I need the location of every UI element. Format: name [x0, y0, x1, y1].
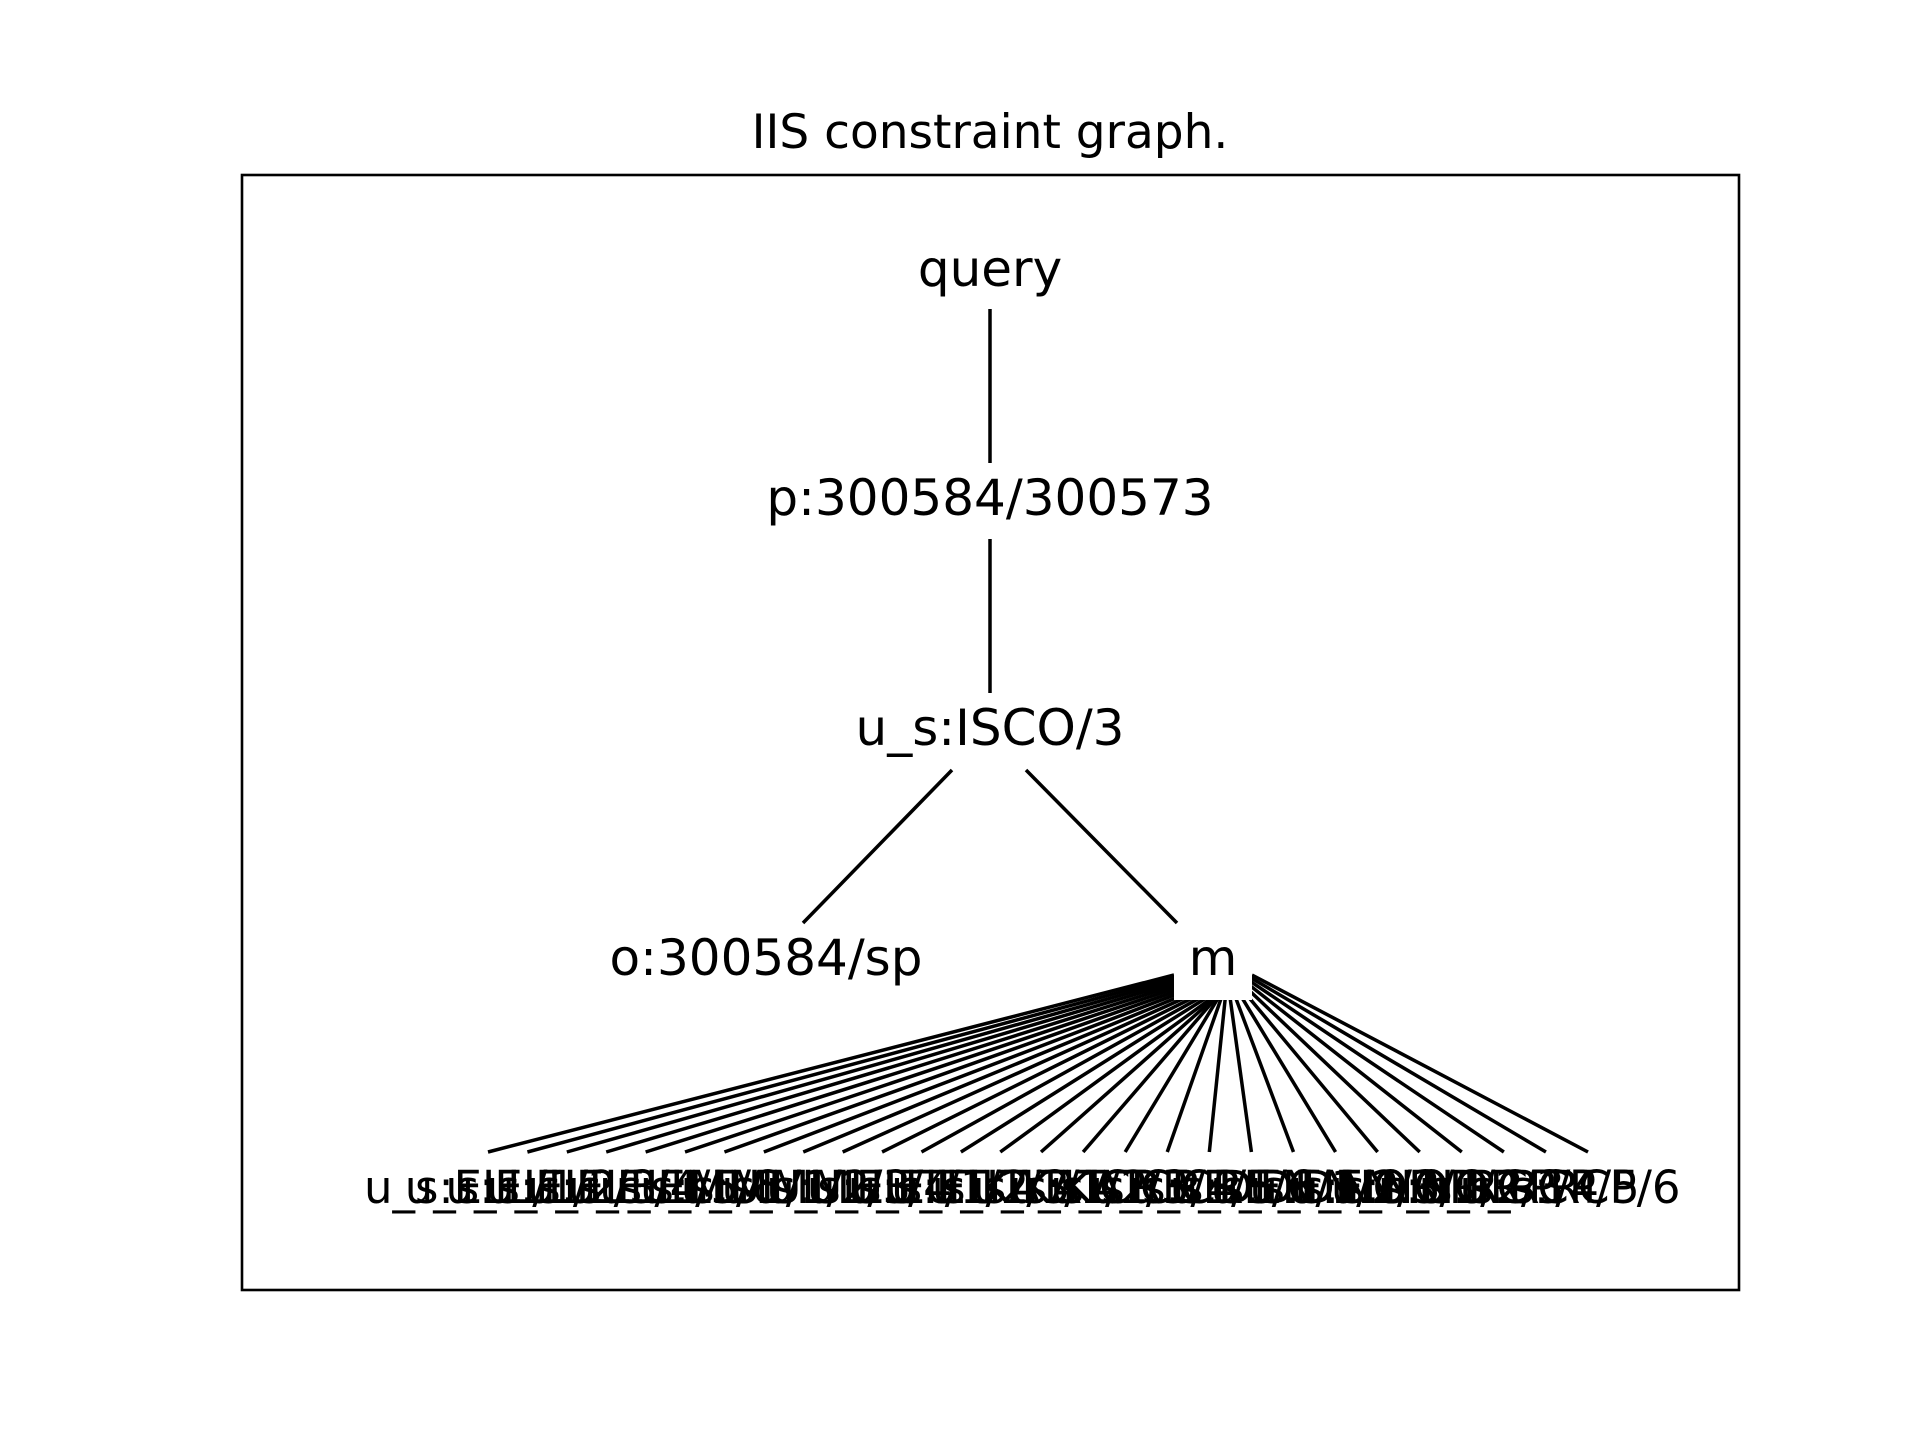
edge-m-to-leaf [1123, 993, 1222, 1153]
node-label-p: p:300584/300573 [766, 469, 1213, 527]
edge-m-to-leaf [1230, 986, 1296, 1153]
leaf-label: u_s:KAT/3 [973, 1161, 1190, 1214]
edge-m-to-leaf [1251, 973, 1589, 1154]
leaf-label: u_s:ELL/1 [364, 1161, 576, 1214]
edge-m-to-leaf [1236, 982, 1379, 1154]
edge-m-to-leaf [526, 975, 1178, 1154]
leaf-label: u_s:MUL/4 [722, 1161, 952, 1214]
node-query: query [912, 240, 1068, 306]
leaf-label: u_s:CRE/5 [1050, 1161, 1275, 1214]
edge-m-to-leaf [645, 980, 1187, 1154]
leaf-label: u_s:EUT/1 [766, 1161, 988, 1214]
node-label-query: query [918, 240, 1062, 298]
edge-m-to-leaf [1165, 992, 1225, 1153]
leaf-label: u_s:RCP/6 [1459, 1161, 1680, 1214]
fan-edges [487, 973, 1589, 1154]
edge-m-to-leaf [920, 993, 1207, 1154]
figure-title: IIS constraint graph. [752, 105, 1229, 160]
node-label-o: o:300584/sp [610, 929, 923, 987]
leaf-label: u_s:MUL/1 [599, 1161, 829, 1214]
edge-m-to-leaf [1245, 977, 1505, 1154]
leaf-label: u_s:MUL/3 [681, 1161, 911, 1214]
leaf-label: u_s:DEN/2 [1170, 1161, 1400, 1214]
node-label-isco: u_s:ISCO/3 [856, 699, 1125, 757]
edge-m-to-leaf [1242, 978, 1463, 1154]
edge-m-to-leaf [959, 994, 1210, 1154]
edge-m-to-leaf [1081, 995, 1219, 1154]
leaf-label: u_s:MUL/2 [640, 1161, 870, 1214]
edge-m-to-leaf [684, 982, 1189, 1154]
leaf-label: u_s:ELL/2 [405, 1161, 617, 1214]
leaf-label: u_s:RCP/5 [1419, 1161, 1640, 1214]
edge-m-to-leaf [1207, 990, 1228, 1153]
leaf-label: u_s:CRE/4 [1010, 1161, 1235, 1214]
node-p: p:300584/300573 [762, 469, 1218, 532]
node-o: o:300584/sp [608, 929, 924, 992]
leaf-labels: u_s:ELL/1u_s:ELL/2u_s:ELL/3u_s:ELL/4u_s:… [364, 1161, 1681, 1214]
plot-frame [240, 173, 1741, 1292]
leaf-label: u_s:KAT/1 [891, 1161, 1108, 1214]
leaf-label: u_s:EUT/3 [848, 1161, 1070, 1214]
leaf-label: u_s:ELL/6 [568, 1161, 780, 1214]
leaf-label: u_s:RCP/4 [1378, 1161, 1599, 1214]
leaf-label: u_s:ELL/3 [445, 1161, 657, 1214]
node-label-m: m [1189, 929, 1238, 987]
edge-m-to-leaf [1227, 988, 1254, 1153]
edge-m-to-leaf [999, 996, 1213, 1154]
edge-m-to-leaf [605, 978, 1184, 1154]
leaf-label: u_s:ELL/5 [527, 1161, 739, 1214]
leaf-label: u_s:KAT/2 [932, 1161, 1149, 1214]
leaf-label: u_s:NOR/1 [1249, 1161, 1483, 1214]
leaf-label: u_s:DEN/1 [1129, 1161, 1359, 1214]
edge-m-to-leaf [841, 989, 1201, 1154]
edge-m-to-leaf [1233, 984, 1338, 1153]
leaf-label: u_s:EUT/2 [807, 1161, 1029, 1214]
edge-isco-to-m [1024, 768, 1179, 925]
edge-m-to-leaf [802, 987, 1198, 1154]
edge-isco-to-o [801, 768, 954, 925]
edge-m-to-leaf [1239, 980, 1421, 1154]
node-m: m [1174, 929, 1252, 1000]
edge-m-to-leaf [1039, 996, 1216, 1154]
edge-m-to-leaf [763, 985, 1195, 1154]
edge-m-to-leaf [881, 991, 1204, 1154]
leaf-label: u_s:ELL/4 [486, 1161, 698, 1214]
edge-m-to-leaf [487, 973, 1175, 1154]
edge-m-to-leaf [566, 976, 1181, 1154]
edge-m-to-leaf [1248, 975, 1547, 1154]
leaf-label: u_s:NOR/2 [1290, 1161, 1524, 1214]
edge-m-to-leaf [723, 984, 1192, 1154]
leaf-label: u_s:DEN/3 [1210, 1161, 1440, 1214]
leaf-label: u_s:NOR/3 [1331, 1161, 1565, 1214]
node-isco: u_s:ISCO/3 [850, 699, 1130, 762]
leaf-label: u_s:CRE/6 [1091, 1161, 1316, 1214]
